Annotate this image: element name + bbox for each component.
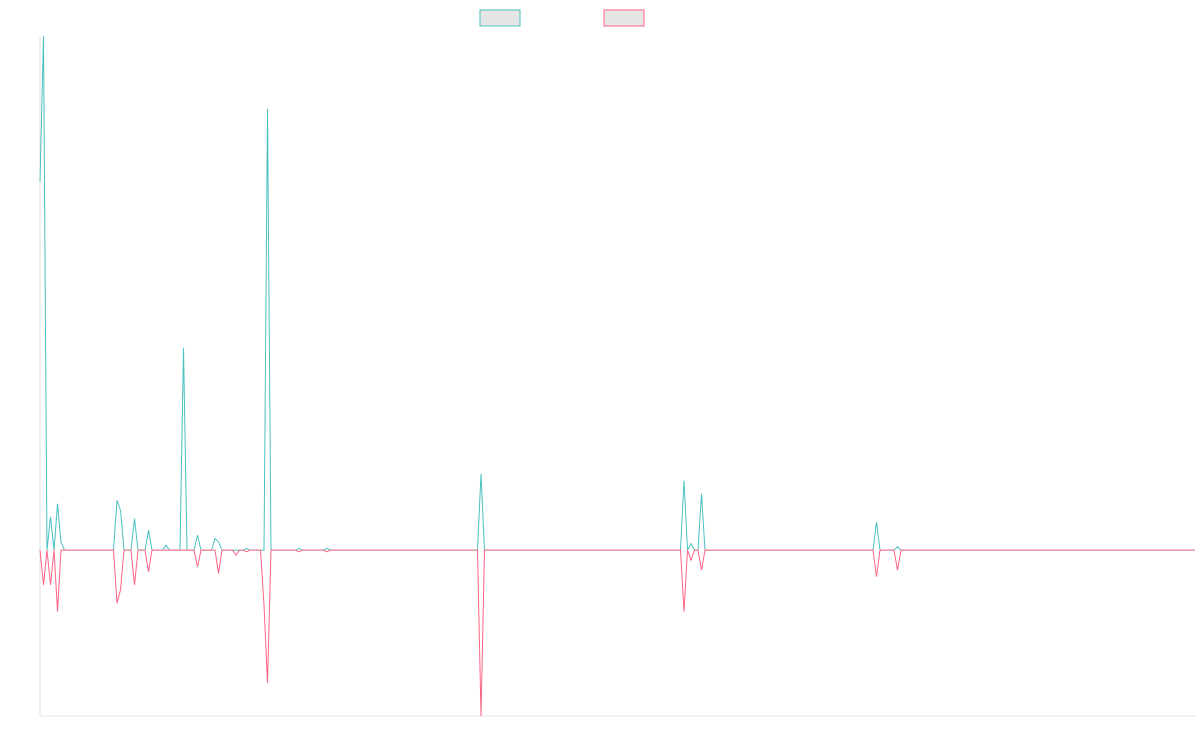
- series-line: [39, 549, 1195, 717]
- legend-swatch: [603, 9, 645, 27]
- series-line: [39, 35, 1195, 552]
- legend-swatch: [479, 9, 521, 27]
